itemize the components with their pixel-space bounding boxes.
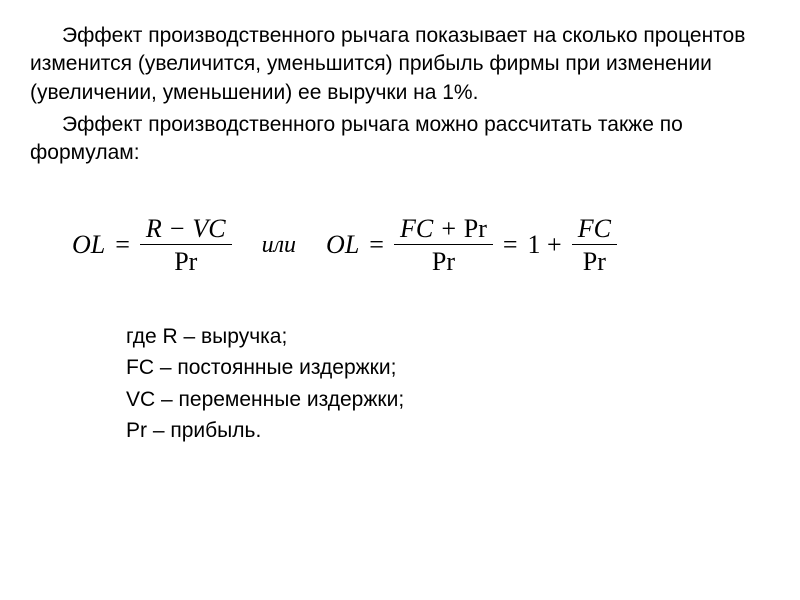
legend-line-3: VC – переменные издержки;: [126, 384, 770, 416]
equation-2: OL = FC + Pr Pr = 1 + FC Pr: [326, 216, 617, 275]
fraction-1: R − VC Pr: [140, 216, 232, 275]
fraction-2: FC + Pr Pr: [394, 216, 493, 275]
fraction-1-numerator: R − VC: [140, 216, 232, 244]
or-text: или: [256, 232, 302, 259]
formula-lhs: OL: [72, 230, 105, 260]
legend: где R – выручка; FC – постоянные издержк…: [126, 321, 770, 447]
equals-sign-3: =: [503, 230, 518, 260]
equation-1: OL = R − VC Pr: [72, 216, 232, 275]
fraction-2-numerator: FC + Pr: [394, 216, 493, 244]
formula-block: OL = R − VC Pr или OL = FC + Pr Pr = 1 +…: [72, 216, 770, 275]
legend-line-2: FC – постоянные издержки;: [126, 352, 770, 384]
fraction-3: FC Pr: [572, 216, 617, 275]
fc-term: FC + Pr: [400, 214, 487, 243]
one-plus: 1 +: [528, 230, 562, 260]
paragraph-1: Эффект производственного рычага показыва…: [30, 22, 770, 107]
paragraph-2: Эффект производственного рычага можно ра…: [30, 111, 770, 168]
fraction-1-denominator: Pr: [140, 244, 232, 275]
equals-sign-2: =: [369, 230, 384, 260]
equals-sign: =: [115, 230, 130, 260]
fraction-3-numerator: FC: [572, 216, 617, 244]
formula-lhs-2: OL: [326, 230, 359, 260]
fraction-2-denominator: Pr: [394, 244, 493, 275]
legend-line-1: где R – выручка;: [126, 321, 770, 353]
legend-line-4: Pr – прибыль.: [126, 415, 770, 447]
page: Эффект производственного рычага показыва…: [0, 0, 800, 447]
fraction-3-denominator: Pr: [572, 244, 617, 275]
